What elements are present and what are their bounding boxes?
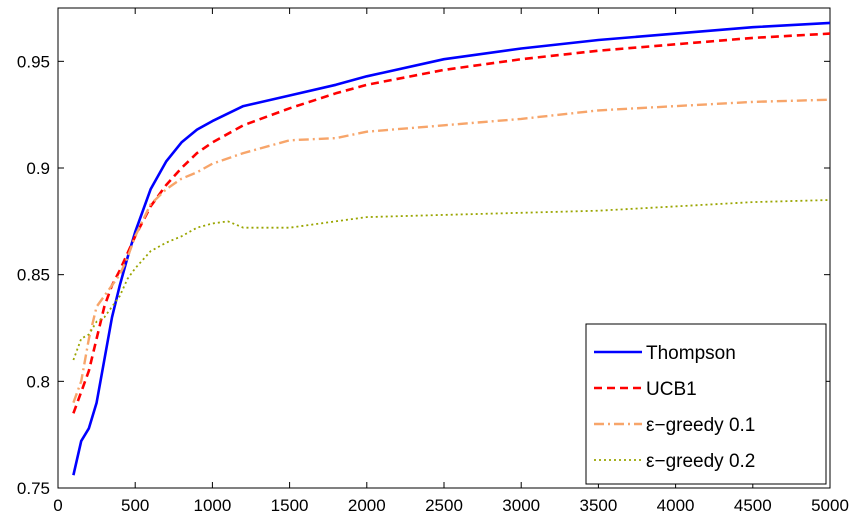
x-tick-label: 5000: [811, 496, 849, 515]
legend-label: ε−greedy 0.2: [646, 451, 755, 472]
legend-label: Thompson: [646, 343, 736, 364]
legend-box: [585, 323, 827, 485]
series-line-1: [72, 21, 831, 476]
series-line-2: [72, 32, 831, 414]
x-tick-label: 0: [53, 496, 62, 515]
x-tick-label: 4000: [657, 496, 695, 515]
y-tick-label: 0.85: [17, 266, 50, 285]
series-layer: [72, 21, 831, 476]
y-tick-label: 0.95: [17, 52, 50, 71]
x-tick-label: 1000: [193, 496, 231, 515]
x-tick-label: 2000: [348, 496, 386, 515]
legend-label: UCB1: [646, 379, 697, 400]
x-tick-label: 2500: [425, 496, 463, 515]
x-tick-label: 3000: [502, 496, 540, 515]
legend-label: ε−greedy 0.1: [646, 415, 755, 436]
axis-layer: 0 500 1000 1500 2000 2500 3000 3500 4000 4500 5000…: [17, 8, 849, 515]
x-tick-label: 3500: [579, 496, 617, 515]
x-tick-label: 500: [121, 496, 149, 515]
legend: Thompson UCB1 ε−greedy 0.1 ε−greedy 0.2: [585, 323, 827, 485]
y-tick-label: 0.9: [26, 159, 50, 178]
x-tick-label: 1500: [271, 496, 309, 515]
y-tick-label: 0.8: [26, 372, 50, 391]
y-tick-label: 0.75: [17, 479, 50, 498]
x-tick-label: 4500: [734, 496, 772, 515]
series-line-3: [72, 98, 831, 404]
series-line-4: [72, 199, 831, 361]
